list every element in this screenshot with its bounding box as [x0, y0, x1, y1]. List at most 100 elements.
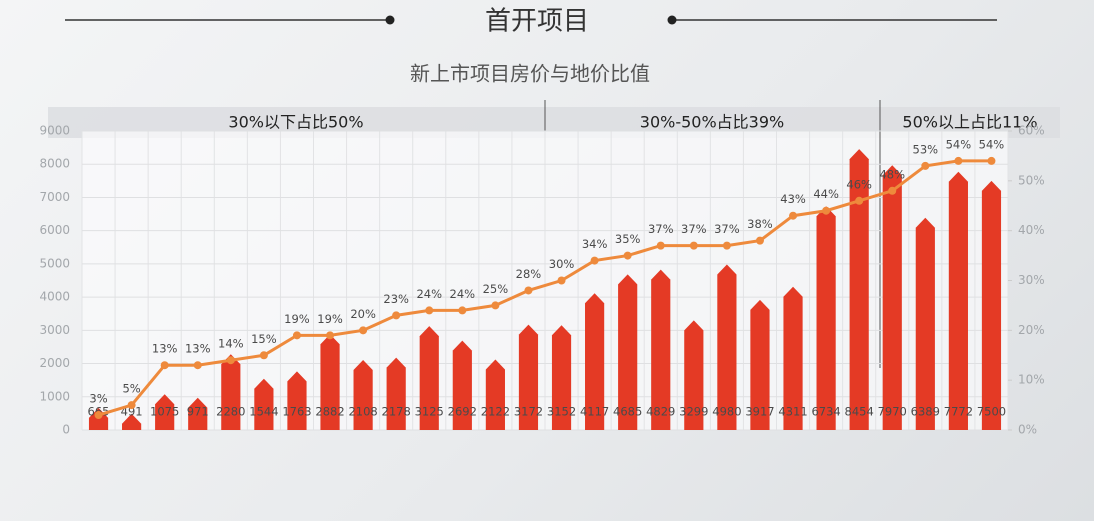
- y-tick-label: 4000: [39, 290, 70, 304]
- bar: [948, 171, 968, 431]
- bar: [849, 149, 869, 430]
- line-value-label: 37%: [648, 222, 674, 236]
- line-value-label: 54%: [946, 137, 972, 151]
- bar: [882, 165, 902, 431]
- line-value-label: 23%: [383, 292, 409, 306]
- line-value-label: 19%: [284, 312, 310, 326]
- bar: [287, 371, 307, 430]
- bar-value-label: 2692: [448, 405, 477, 419]
- bar-value-label: 3299: [679, 405, 708, 419]
- line-point: [755, 236, 764, 245]
- y2-tick-label: 0%: [1018, 423, 1037, 437]
- bar-value-label: 3172: [514, 405, 543, 419]
- line-point: [491, 301, 500, 310]
- line-value-label: 20%: [350, 307, 376, 321]
- bar: [122, 413, 142, 430]
- y-tick-label: 1000: [39, 389, 70, 403]
- line-value-label: 43%: [780, 192, 806, 206]
- bar-value-label: 1763: [282, 405, 311, 419]
- line-point: [855, 196, 864, 205]
- bar: [518, 324, 539, 430]
- line-value-label: 5%: [122, 382, 140, 396]
- bar: [816, 206, 836, 430]
- line-value-label: 3%: [89, 392, 107, 406]
- bar-value-label: 4117: [580, 405, 609, 419]
- bar: [485, 359, 505, 430]
- line-point: [425, 306, 434, 315]
- bar-value-label: 4685: [613, 405, 642, 419]
- line-point: [689, 241, 698, 250]
- bar-value-label: 6389: [911, 405, 940, 419]
- y2-tick-label: 60%: [1018, 124, 1045, 138]
- line-point: [921, 161, 930, 170]
- line-value-label: 30%: [549, 257, 575, 271]
- bar: [419, 326, 439, 430]
- bar: [320, 334, 340, 430]
- line-point: [458, 306, 467, 315]
- header-dot: [385, 15, 395, 25]
- bar: [221, 354, 241, 430]
- line-point: [789, 211, 798, 220]
- bar: [684, 320, 704, 430]
- y2-tick-label: 20%: [1018, 323, 1045, 337]
- bar-value-label: 3152: [547, 405, 576, 419]
- bar: [618, 274, 638, 430]
- bar: [750, 299, 770, 430]
- line-value-label: 24%: [416, 287, 442, 301]
- bar: [254, 378, 274, 430]
- line-point: [656, 241, 665, 250]
- bar: [353, 359, 373, 430]
- line-point: [359, 326, 368, 335]
- bar-value-label: 3917: [745, 405, 774, 419]
- line-point: [623, 251, 632, 260]
- bar-value-label: 2122: [481, 405, 510, 419]
- bar-value-label: 971: [187, 405, 209, 419]
- line-point: [392, 311, 401, 320]
- line: [98, 159, 992, 417]
- y2-tick-label: 10%: [1018, 373, 1045, 387]
- annotation: 50%以上占比11%: [902, 113, 1037, 132]
- y-tick-label: 6000: [39, 223, 70, 237]
- line-value-label: 37%: [714, 222, 740, 236]
- line-point: [226, 356, 235, 365]
- bar: [188, 397, 208, 430]
- line-value-label: 37%: [681, 222, 707, 236]
- line-value-label: 34%: [582, 237, 608, 251]
- line-point: [590, 256, 599, 265]
- bar-value-label: 2280: [216, 405, 245, 419]
- line-value-label: 15%: [251, 332, 277, 346]
- line-value-label: 44%: [813, 187, 839, 201]
- bar: [452, 340, 472, 430]
- bar: [981, 180, 1002, 430]
- bar-value-label: 2882: [315, 405, 344, 419]
- annotation: 30%-50%占比39%: [640, 113, 784, 132]
- bar-value-label: 7772: [944, 405, 973, 419]
- line-point: [524, 286, 533, 295]
- header-dot: [667, 15, 677, 25]
- y-tick-label: 5000: [39, 256, 70, 270]
- line-point: [987, 156, 996, 165]
- y-tick-label: 8000: [39, 157, 70, 171]
- line-value-label: 13%: [185, 342, 211, 356]
- annotation: 30%以下占比50%: [228, 113, 363, 132]
- line-point: [822, 206, 831, 215]
- y-tick-label: 0: [62, 423, 70, 437]
- chart-title: 新上市项目房价与地价比值: [410, 62, 650, 86]
- y-tick-label: 7000: [39, 190, 70, 204]
- line-point: [259, 351, 268, 360]
- line-point: [557, 276, 566, 285]
- bar-value-label: 1544: [249, 405, 278, 419]
- bar-value-label: 2178: [382, 405, 411, 419]
- line-point: [954, 156, 963, 165]
- bar-value-label: 4980: [712, 405, 741, 419]
- line-value-label: 28%: [516, 267, 542, 281]
- line-value-label: 24%: [450, 287, 476, 301]
- bar-value-label: 4311: [778, 405, 807, 419]
- y2-tick-label: 50%: [1018, 173, 1045, 187]
- line-point: [193, 361, 202, 370]
- bar: [585, 293, 605, 430]
- y2-tick-label: 40%: [1018, 223, 1045, 237]
- bar-value-label: 1075: [150, 405, 179, 419]
- bar: [651, 269, 671, 430]
